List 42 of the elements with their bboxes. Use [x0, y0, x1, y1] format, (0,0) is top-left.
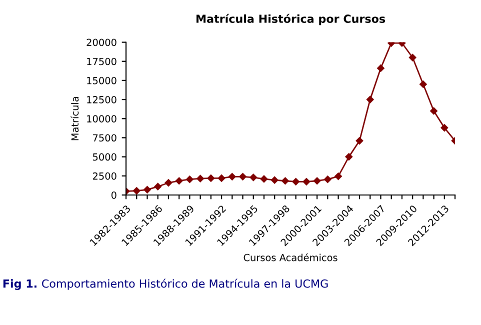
point: [313, 177, 321, 185]
point: [366, 96, 374, 104]
point: [408, 54, 416, 62]
point: [334, 172, 342, 180]
point: [440, 124, 448, 132]
point: [270, 176, 278, 184]
point: [196, 174, 204, 182]
point: [282, 177, 289, 185]
point: [239, 173, 246, 180]
y-tick-label: 12500: [87, 96, 116, 104]
y-tick-label: 15000: [87, 76, 116, 84]
x-axis-title: Cursos Académicos: [244, 253, 338, 262]
chart-title: Matrícula Histórica por Cursos: [196, 14, 386, 26]
y-tick-label: 2500: [92, 172, 116, 180]
point: [154, 182, 162, 190]
point: [218, 174, 226, 182]
y-axis-title: Matrícula: [70, 96, 79, 140]
y-tick-label: 20000: [86, 38, 116, 46]
point: [260, 175, 268, 183]
y-tick-label: 7500: [93, 134, 116, 142]
point: [324, 176, 332, 183]
y-tick-label: 10000: [87, 115, 116, 122]
point: [292, 178, 300, 186]
point: [144, 186, 151, 194]
point: [250, 174, 258, 182]
point: [356, 137, 364, 144]
point: [132, 187, 140, 194]
point: [186, 176, 194, 183]
point: [175, 177, 183, 185]
y-tick-label: 17500: [87, 58, 116, 66]
point: [302, 178, 310, 186]
text: Comportamiento Histórico de Matrícula en la UCMG: [42, 278, 328, 290]
point: [420, 80, 427, 88]
y-tick-label: 5000: [93, 153, 116, 161]
point: [207, 174, 215, 182]
caption: Fig 1.: [3, 279, 36, 290]
y-tick-label: 0: [111, 191, 116, 199]
point: [345, 153, 353, 160]
point: [228, 173, 236, 180]
point: [430, 107, 438, 115]
point: [164, 179, 172, 186]
point: [377, 64, 384, 72]
